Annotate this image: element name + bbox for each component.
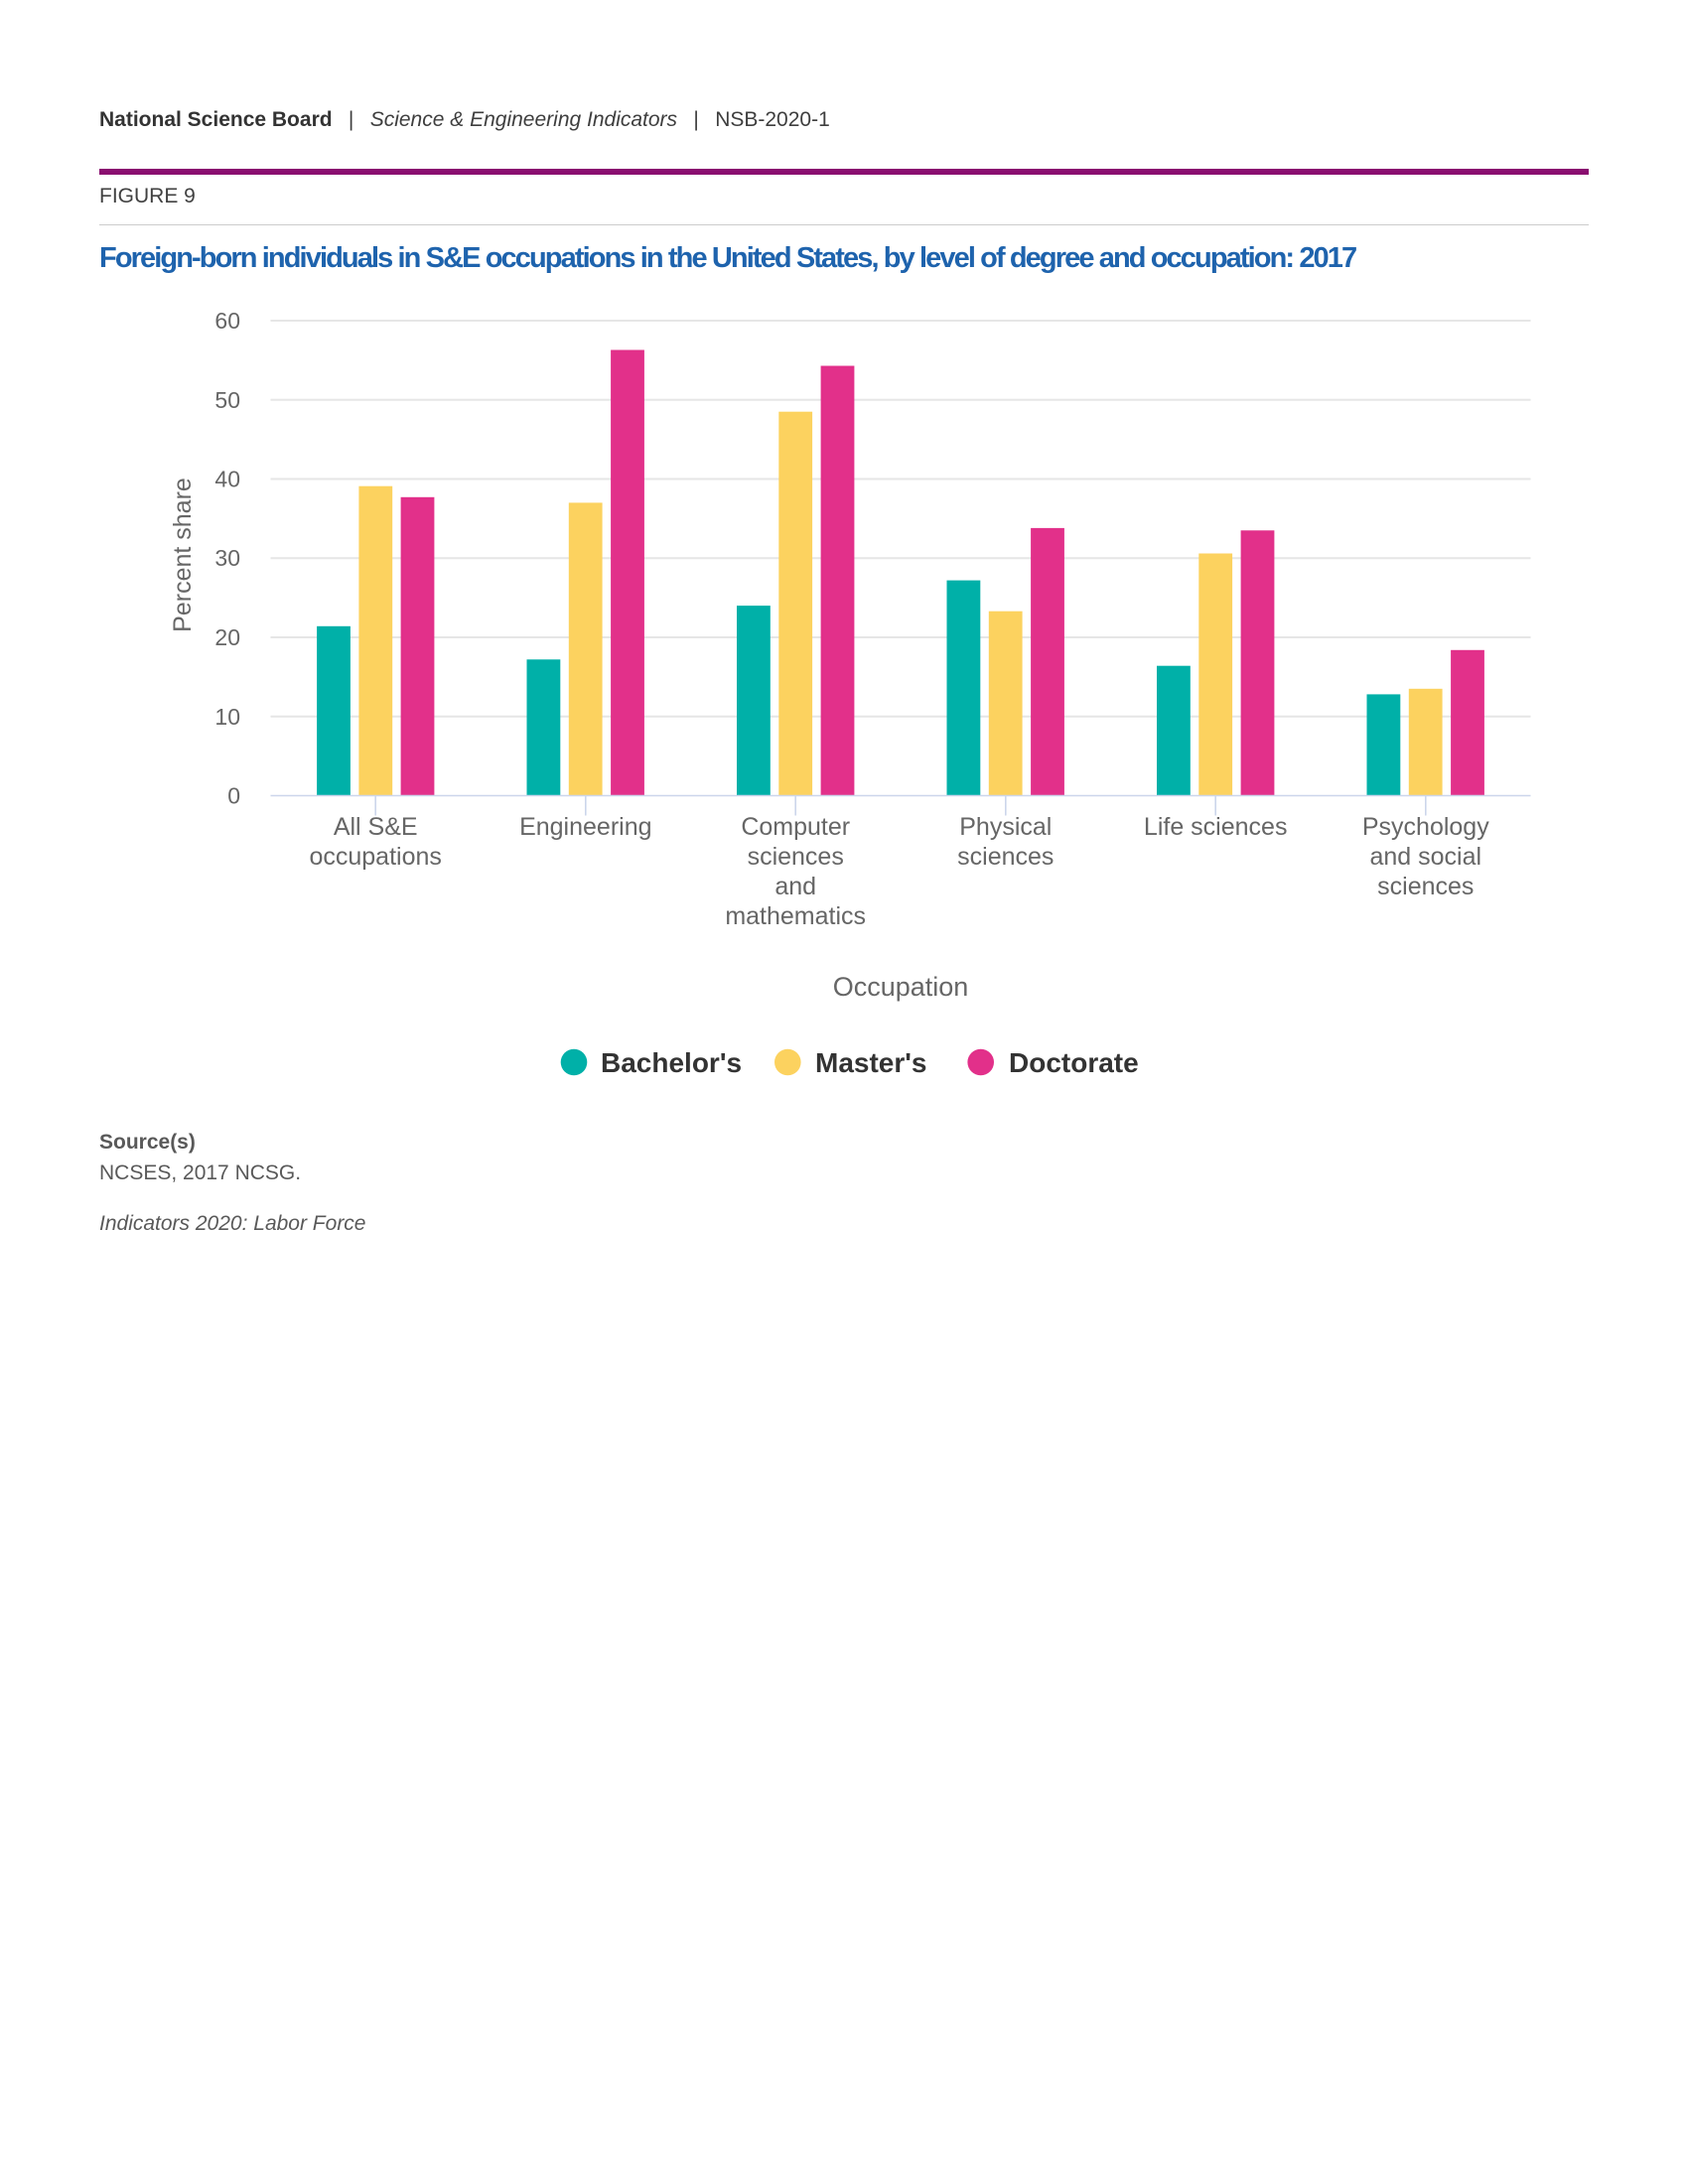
svg-text:Physical: Physical <box>959 813 1052 841</box>
svg-text:60: 60 <box>214 308 240 334</box>
svg-text:and social: and social <box>1370 843 1482 871</box>
svg-text:40: 40 <box>214 467 240 492</box>
svg-text:sciences: sciences <box>1377 873 1474 900</box>
svg-text:Life sciences: Life sciences <box>1144 813 1288 841</box>
svg-text:Psychology: Psychology <box>1362 813 1489 841</box>
svg-text:Percent share: Percent share <box>169 478 197 632</box>
svg-text:Master's: Master's <box>815 1047 927 1078</box>
svg-text:All S&E: All S&E <box>334 813 418 841</box>
svg-text:and: and <box>774 873 816 900</box>
svg-text:mathematics: mathematics <box>725 902 866 930</box>
svg-text:sciences: sciences <box>957 843 1054 871</box>
svg-text:Engineering: Engineering <box>519 813 651 841</box>
svg-text:50: 50 <box>214 387 240 413</box>
svg-text:Bachelor's: Bachelor's <box>601 1047 742 1078</box>
svg-text:30: 30 <box>214 545 240 571</box>
svg-text:Doctorate: Doctorate <box>1009 1047 1139 1078</box>
svg-text:sciences: sciences <box>748 843 844 871</box>
svg-text:20: 20 <box>214 624 240 650</box>
svg-text:Occupation: Occupation <box>833 972 969 1002</box>
svg-text:10: 10 <box>214 704 240 730</box>
svg-text:occupations: occupations <box>309 843 441 871</box>
svg-text:Computer: Computer <box>741 813 850 841</box>
svg-text:0: 0 <box>227 783 240 809</box>
